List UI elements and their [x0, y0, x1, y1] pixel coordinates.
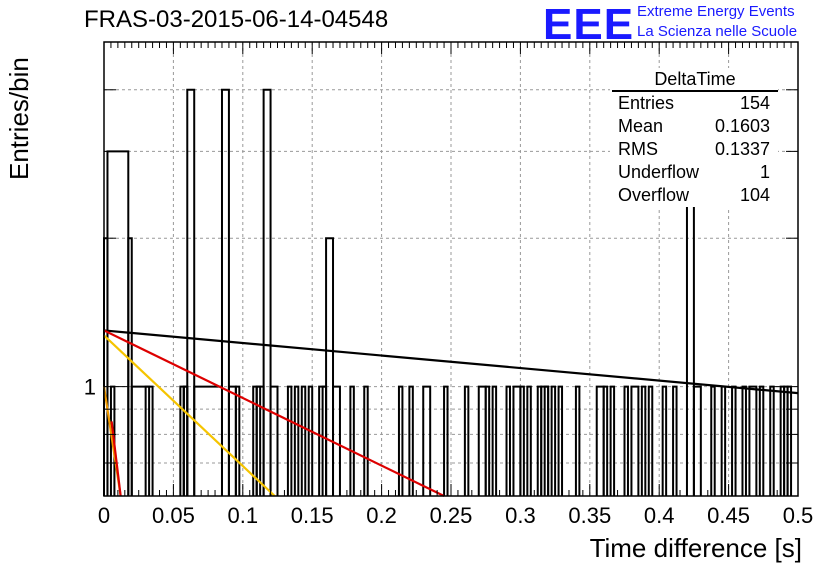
- stats-value: 154: [739, 93, 770, 113]
- histogram-bin: [397, 385, 404, 496]
- histogram-bin: [269, 385, 279, 496]
- fit-line: [110, 421, 122, 497]
- histogram-bin: [293, 385, 300, 496]
- histogram-bin: [234, 385, 241, 496]
- x-tick-label: 0.2: [366, 503, 397, 528]
- histogram-bin: [661, 385, 668, 496]
- histogram-bin: [463, 385, 470, 496]
- histogram-bin: [786, 385, 793, 496]
- histogram-bin: [300, 385, 307, 496]
- histogram-bars: [103, 88, 793, 496]
- histogram-bin: [262, 88, 272, 496]
- histogram-bin: [720, 385, 727, 496]
- histogram-bin: [130, 385, 154, 496]
- histogram-bin: [769, 385, 775, 496]
- histogram-bin: [550, 385, 557, 496]
- histogram-bin: [741, 385, 747, 496]
- histogram-bin: [349, 385, 355, 496]
- histogram-bin: [325, 237, 335, 496]
- histogram-bin: [321, 385, 328, 496]
- histogram-bin: [443, 385, 449, 496]
- histogram-bin: [748, 385, 758, 496]
- x-tick-label: 0.15: [291, 503, 334, 528]
- x-tick-label: 0.25: [430, 503, 473, 528]
- x-tick-label: 0.3: [505, 503, 536, 528]
- stats-title: DeltaTime: [612, 68, 778, 92]
- x-tick-label: 0.05: [152, 503, 195, 528]
- histogram-bin: [692, 385, 702, 496]
- histogram-bin: [255, 385, 262, 496]
- stats-box: DeltaTime Entries 154 Mean 0.1603 RMS 0.133…: [610, 68, 778, 207]
- axis-ticks: [103, 42, 799, 496]
- histogram-bin: [220, 88, 230, 496]
- stats-row: RMS 0.1337: [610, 138, 778, 161]
- histogram-bin: [512, 385, 522, 496]
- x-tick-label: 0.45: [707, 503, 750, 528]
- stats-label: Underflow: [618, 162, 700, 182]
- x-tick-label: 0.5: [783, 503, 814, 528]
- stats-row: Underflow 1: [610, 161, 778, 184]
- histogram-bin: [505, 385, 511, 496]
- histogram-bin: [182, 385, 189, 496]
- histogram-bin: [127, 237, 133, 496]
- y-axis-label: Entries/bin: [4, 57, 34, 180]
- logo-line-2: La Scienza nelle Scuole: [637, 23, 798, 40]
- stats-label: RMS: [618, 139, 658, 159]
- histogram-bin: [536, 385, 543, 496]
- histogram-bin: [286, 385, 293, 496]
- histogram-bin: [574, 385, 581, 496]
- x-tick-label: 0.35: [568, 503, 611, 528]
- histogram-bin: [647, 385, 654, 496]
- histogram-bin: [484, 385, 491, 496]
- histogram-bin: [408, 385, 414, 496]
- histogram-bin: [710, 385, 716, 496]
- histogram-bin: [186, 88, 196, 496]
- histogram-bin: [595, 385, 605, 496]
- stats-value: 104: [739, 185, 770, 205]
- axis-tick-labels: 0 0.05 0.1 0.15 0.2 0.25 0.3 0.35 0.4 0.45 0.5 1: [84, 375, 814, 528]
- x-tick-label: 0.1: [228, 503, 259, 528]
- stats-row: Overflow 104: [610, 184, 778, 207]
- stats-value: 0.1337: [714, 139, 770, 159]
- eee-logo: EEE: [543, 0, 635, 49]
- histogram-bin: [640, 385, 647, 496]
- stats-value: 0.1603: [714, 116, 770, 136]
- histogram-bin: [307, 385, 314, 496]
- stats-row: Entries 154: [610, 92, 778, 115]
- stats-value: 1: [759, 162, 770, 182]
- fit-line: [103, 329, 799, 395]
- histogram-bin: [557, 385, 564, 496]
- histogram-bin: [491, 385, 498, 496]
- histogram-bin: [526, 385, 532, 496]
- histogram-bin: [227, 385, 237, 496]
- fit-line: [103, 334, 276, 497]
- histogram-bin: [672, 385, 678, 496]
- fit-lines: [102, 329, 799, 497]
- histogram-bin: [623, 385, 629, 496]
- fit-line: [103, 329, 445, 497]
- stats-label: Entries: [618, 93, 675, 113]
- histogram-bin: [519, 385, 525, 496]
- histogram-bin: [363, 385, 369, 496]
- x-axis-label: Time difference [s]: [589, 533, 802, 563]
- chart-title: FRAS-03-2015-06-14-04548: [84, 6, 389, 33]
- histogram-bin: [422, 385, 432, 496]
- stats-label: Overflow: [618, 185, 690, 205]
- histogram-bin: [144, 385, 151, 496]
- stats-label: Mean: [618, 116, 664, 136]
- x-tick-label: 0: [98, 503, 110, 528]
- y-tick-label: 1: [84, 375, 96, 400]
- x-tick-label: 0.4: [644, 503, 675, 528]
- histogram-bin: [602, 385, 609, 496]
- histogram-bin: [758, 385, 765, 496]
- histogram-bin: [630, 385, 640, 496]
- logo-line-1: Extreme Energy Events: [637, 3, 795, 20]
- histogram-bin: [543, 385, 550, 496]
- histogram-bin: [477, 385, 487, 496]
- stats-row: Mean 0.1603: [610, 115, 778, 138]
- histogram-bin: [609, 385, 616, 496]
- histogram-bin: [731, 385, 737, 496]
